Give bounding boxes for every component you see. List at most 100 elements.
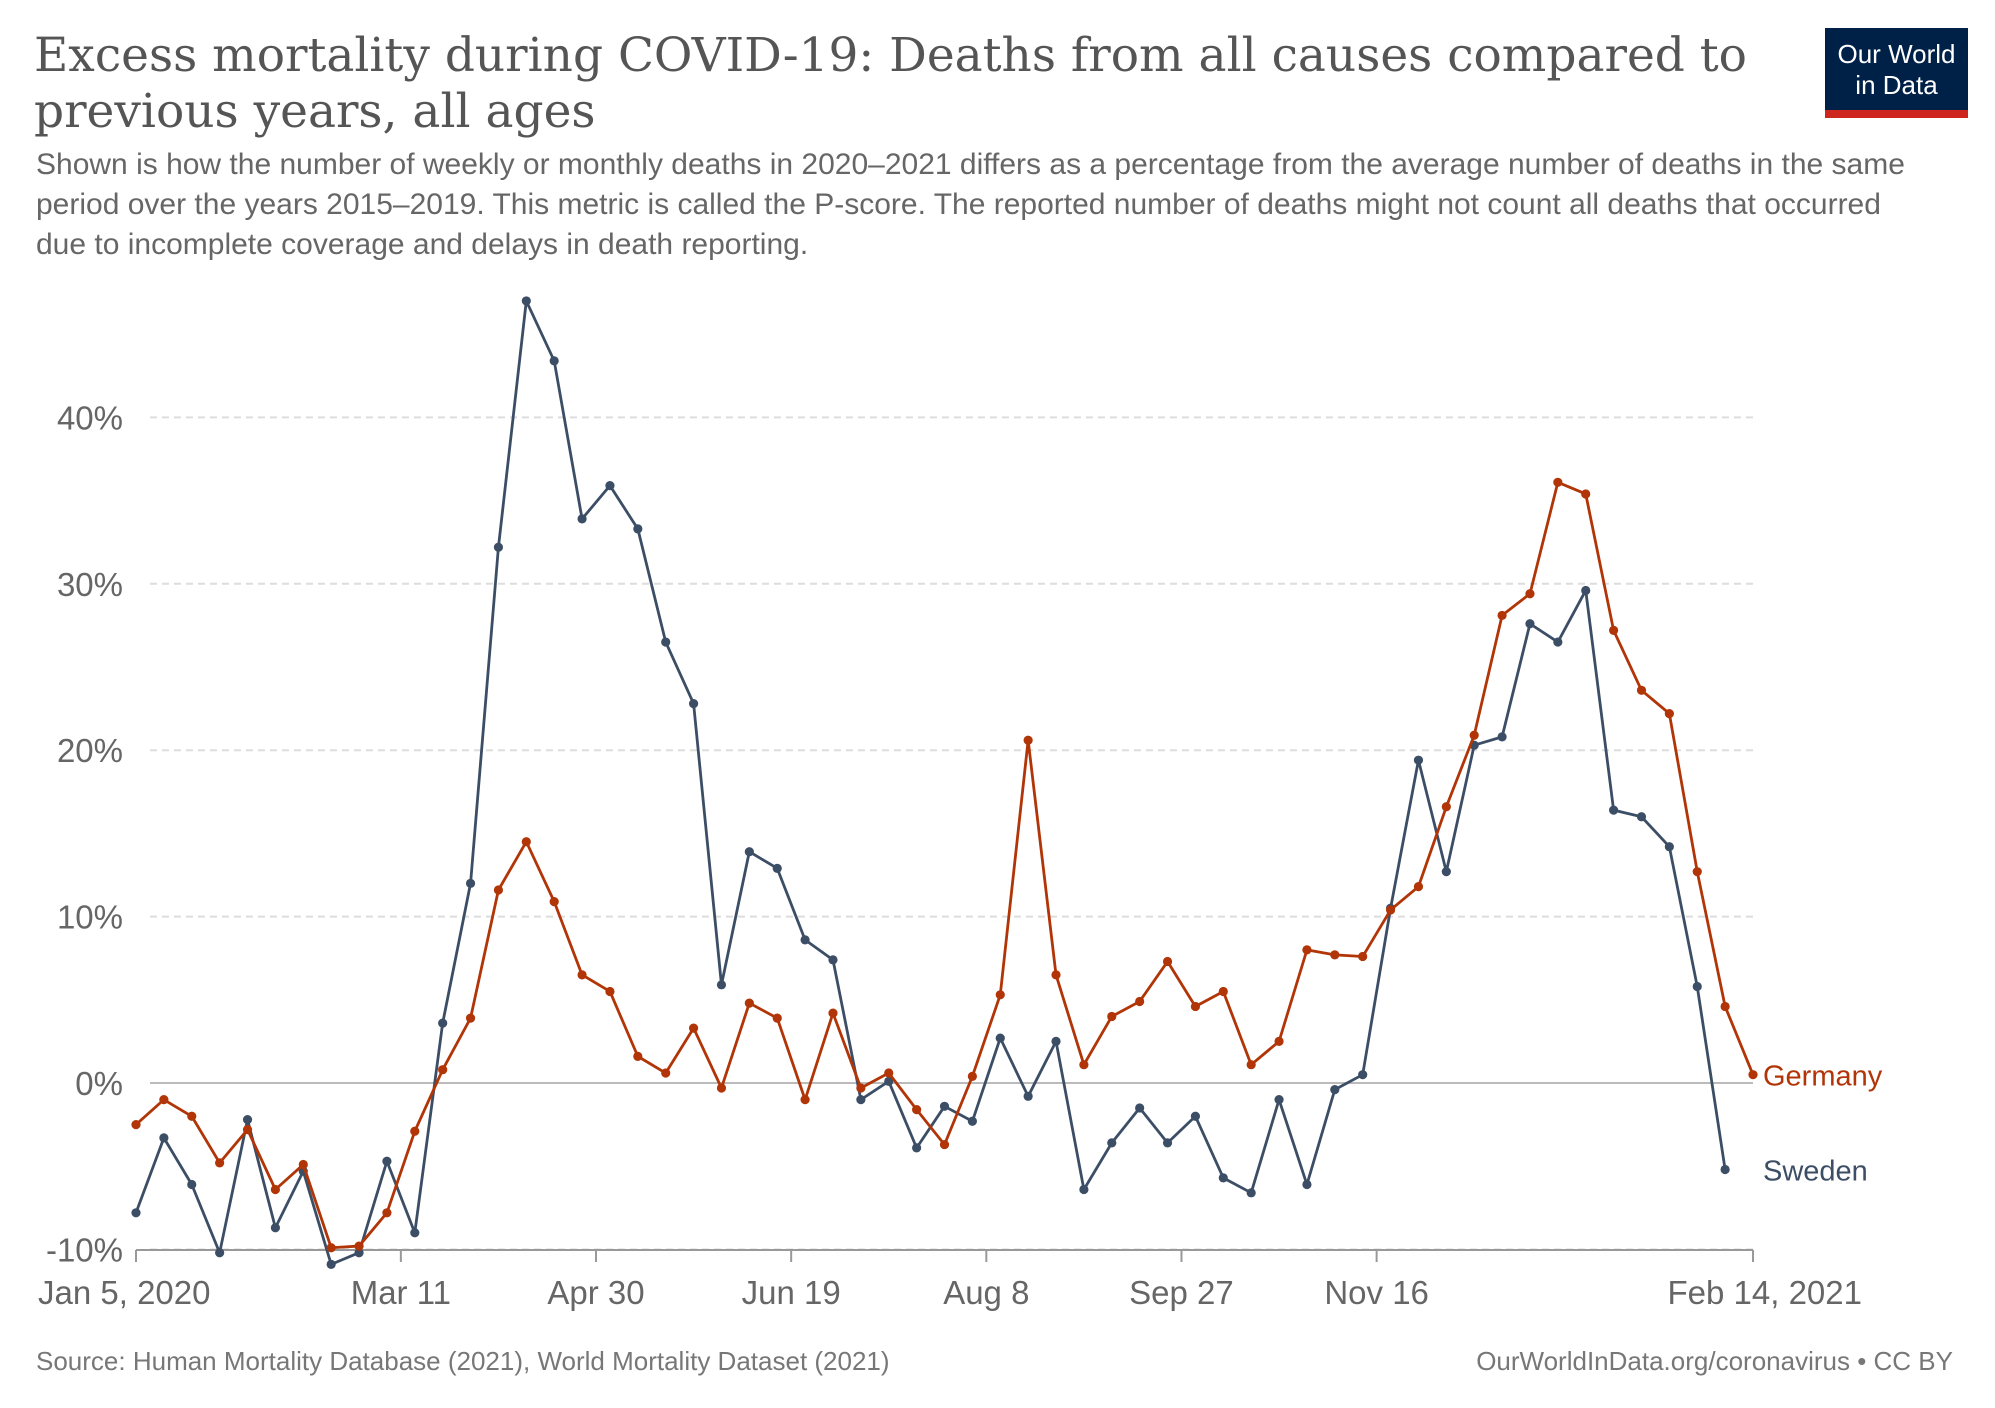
data-point[interactable]	[661, 1068, 671, 1078]
data-point[interactable]	[1720, 1164, 1730, 1175]
data-point[interactable]	[1190, 1001, 1201, 1012]
data-point[interactable]	[1302, 1179, 1312, 1190]
data-point[interactable]	[1107, 1011, 1117, 1022]
data-point[interactable]	[744, 998, 754, 1008]
data-point[interactable]	[1692, 867, 1702, 877]
data-point[interactable]	[995, 990, 1005, 1000]
data-point[interactable]	[967, 1116, 977, 1126]
data-point[interactable]	[1664, 708, 1674, 719]
data-point[interactable]	[159, 1133, 169, 1143]
data-point[interactable]	[438, 1065, 448, 1075]
data-point[interactable]	[215, 1158, 225, 1168]
data-point[interactable]	[688, 699, 699, 709]
data-point[interactable]	[187, 1179, 197, 1190]
data-point[interactable]	[856, 1095, 866, 1105]
data-point[interactable]	[661, 637, 671, 647]
data-point[interactable]	[242, 1115, 253, 1125]
data-point[interactable]	[1107, 1138, 1117, 1148]
data-point[interactable]	[1581, 489, 1591, 499]
data-point[interactable]	[521, 296, 531, 306]
data-point[interactable]	[1358, 1070, 1368, 1080]
data-point[interactable]	[1023, 1091, 1033, 1101]
data-point[interactable]	[633, 524, 643, 534]
data-point[interactable]	[438, 1018, 448, 1028]
data-point[interactable]	[1358, 951, 1368, 962]
data-point[interactable]	[1525, 589, 1535, 599]
data-point[interactable]	[1079, 1184, 1089, 1195]
data-point[interactable]	[577, 514, 587, 524]
data-point[interactable]	[605, 986, 615, 997]
data-point[interactable]	[1609, 805, 1619, 815]
data-point[interactable]	[884, 1068, 894, 1078]
data-point[interactable]	[744, 847, 754, 857]
data-point[interactable]	[1218, 1173, 1228, 1183]
owid-logo[interactable]: Our World in Data	[1825, 28, 1968, 118]
data-point[interactable]	[549, 356, 559, 366]
data-point[interactable]	[1330, 950, 1340, 960]
data-point[interactable]	[1302, 945, 1312, 955]
data-point[interactable]	[1051, 1036, 1061, 1046]
data-point[interactable]	[688, 1023, 699, 1033]
data-point[interactable]	[1441, 802, 1451, 812]
data-point[interactable]	[270, 1223, 280, 1233]
data-point[interactable]	[382, 1156, 392, 1166]
data-point[interactable]	[1413, 882, 1424, 892]
data-point[interactable]	[939, 1139, 950, 1150]
data-point[interactable]	[939, 1101, 950, 1111]
data-point[interactable]	[1441, 867, 1451, 877]
data-point[interactable]	[298, 1159, 308, 1170]
data-point[interactable]	[1469, 730, 1479, 740]
data-point[interactable]	[1497, 610, 1507, 621]
data-point[interactable]	[772, 1013, 782, 1023]
data-point[interactable]	[1581, 585, 1591, 596]
data-point[interactable]	[1413, 755, 1424, 765]
data-point[interactable]	[382, 1208, 392, 1218]
data-point[interactable]	[1553, 637, 1563, 647]
data-point[interactable]	[131, 1208, 141, 1218]
data-point[interactable]	[1636, 685, 1647, 695]
data-point[interactable]	[967, 1071, 977, 1081]
data-point[interactable]	[633, 1051, 643, 1061]
data-point[interactable]	[187, 1111, 197, 1121]
data-point[interactable]	[1330, 1085, 1340, 1095]
data-point[interactable]	[1023, 735, 1033, 745]
data-point[interactable]	[1720, 1001, 1730, 1012]
data-point[interactable]	[410, 1228, 420, 1238]
data-point[interactable]	[1218, 986, 1228, 997]
data-point[interactable]	[1525, 619, 1535, 629]
data-point[interactable]	[1385, 905, 1396, 915]
data-point[interactable]	[1051, 970, 1061, 980]
data-point[interactable]	[1135, 996, 1145, 1007]
data-point[interactable]	[1497, 732, 1507, 742]
data-point[interactable]	[1553, 477, 1563, 487]
data-point[interactable]	[354, 1248, 364, 1258]
data-point[interactable]	[856, 1083, 866, 1093]
data-point[interactable]	[800, 1095, 810, 1105]
data-point[interactable]	[465, 1013, 476, 1023]
data-point[interactable]	[465, 878, 476, 888]
data-point[interactable]	[1246, 1060, 1256, 1070]
data-point[interactable]	[521, 837, 531, 847]
data-point[interactable]	[354, 1241, 364, 1251]
data-point[interactable]	[1274, 1036, 1284, 1046]
data-point[interactable]	[1246, 1188, 1256, 1198]
data-point[interactable]	[1162, 956, 1173, 967]
data-point[interactable]	[995, 1033, 1005, 1043]
data-point[interactable]	[828, 1008, 838, 1018]
data-point[interactable]	[270, 1184, 280, 1195]
data-point[interactable]	[493, 885, 504, 895]
data-point[interactable]	[1636, 812, 1647, 822]
data-point[interactable]	[159, 1095, 169, 1105]
data-point[interactable]	[1609, 625, 1619, 635]
data-point[interactable]	[549, 897, 559, 907]
data-point[interactable]	[828, 955, 838, 965]
data-point[interactable]	[326, 1243, 336, 1253]
data-point[interactable]	[326, 1259, 336, 1269]
data-point[interactable]	[716, 980, 727, 990]
data-point[interactable]	[1692, 981, 1702, 992]
credit-link[interactable]: OurWorldInData.org/coronavirus • CC BY	[1476, 1346, 1953, 1376]
data-point[interactable]	[1190, 1111, 1201, 1121]
data-point[interactable]	[716, 1083, 727, 1093]
data-point[interactable]	[1748, 1070, 1758, 1080]
data-point[interactable]	[1274, 1095, 1284, 1105]
